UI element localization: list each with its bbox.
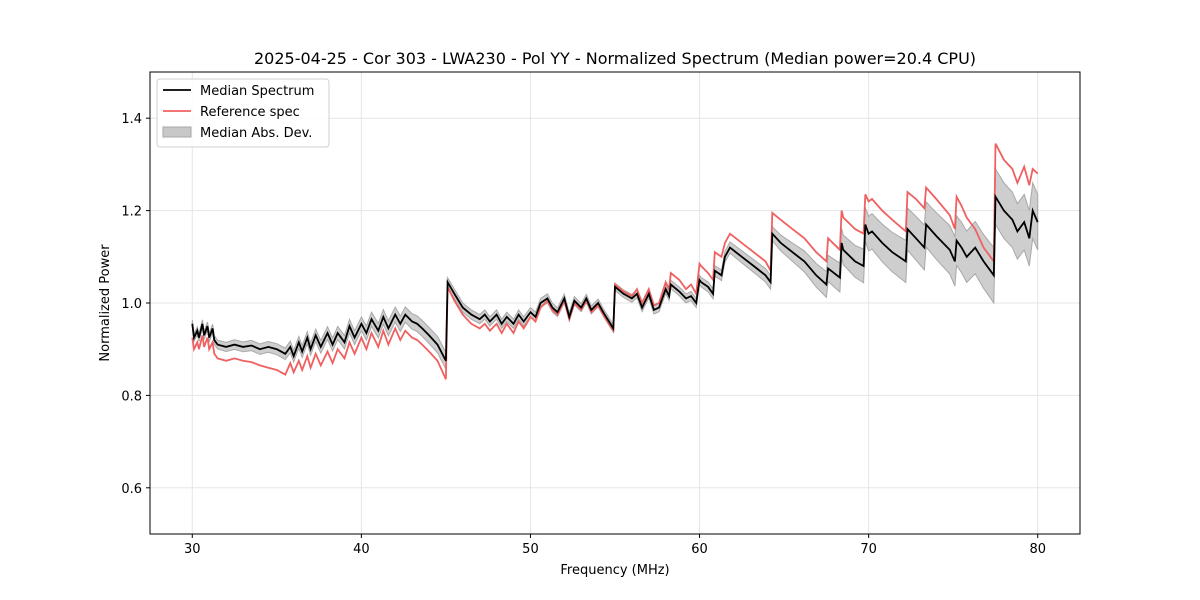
y-axis-label: Normalized Power	[98, 244, 113, 362]
x-axis-label: Frequency (MHz)	[560, 563, 669, 578]
x-tick-label: 80	[1029, 542, 1046, 557]
x-tick-label: 40	[353, 542, 370, 557]
x-tick-label: 30	[184, 542, 201, 557]
median-spectrum-line	[191, 193, 1039, 362]
legend-median-label: Median Spectrum	[200, 84, 314, 99]
y-tick-label: 0.8	[121, 389, 142, 404]
x-axis: 30 40 50 60 70 80	[184, 534, 1046, 557]
y-tick-label: 1.2	[121, 205, 142, 220]
y-tick-label: 1.0	[121, 297, 142, 312]
x-tick-label: 60	[691, 542, 708, 557]
y-tick-label: 1.4	[121, 112, 142, 127]
chart-title: 2025-04-25 - Cor 303 - LWA230 - Pol YY -…	[254, 49, 976, 68]
x-tick-label: 70	[860, 542, 877, 557]
legend-mad-swatch	[162, 126, 192, 138]
legend-mad-label: Median Abs. Dev.	[200, 126, 312, 141]
legend-box	[156, 78, 330, 148]
y-axis: 0.6 0.8 1.0 1.2 1.4	[121, 112, 150, 497]
legend: Median Spectrum Reference spec Median Ab…	[156, 78, 330, 148]
y-tick-label: 0.6	[121, 482, 142, 497]
x-tick-label: 50	[522, 542, 539, 557]
legend-reference-label: Reference spec	[200, 105, 300, 120]
plot-area	[191, 143, 1039, 380]
reference-spec-line	[191, 143, 1039, 380]
